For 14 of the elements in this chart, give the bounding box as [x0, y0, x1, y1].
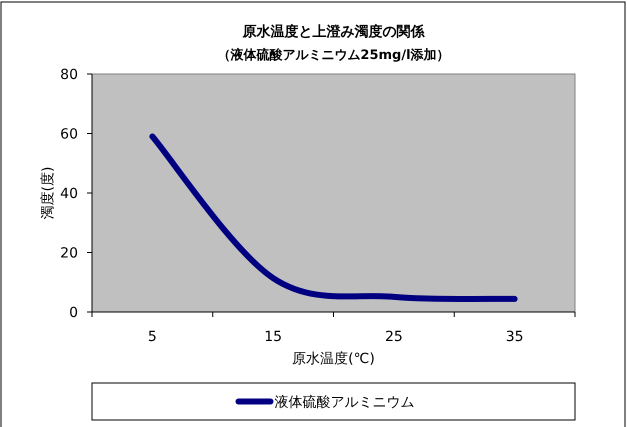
y-tick-label: 60	[60, 126, 78, 142]
chart-title: 原水温度と上澄み濁度の関係	[242, 23, 426, 40]
y-tick-label: 0	[69, 305, 78, 321]
chart-subtitle: （液体硫酸アルミニウム25mg/l添加）	[217, 47, 450, 63]
y-axis-title: 濁度(度)	[40, 166, 56, 220]
y-tick-label: 40	[60, 186, 78, 202]
x-tick-label: 35	[506, 329, 524, 345]
x-tick-label: 5	[148, 329, 157, 345]
y-tick-label: 20	[60, 246, 78, 262]
y-tick-label: 80	[60, 67, 78, 83]
x-tick-label: 15	[264, 329, 282, 345]
legend-label: 液体硫酸アルミニウム	[274, 394, 414, 410]
x-axis-title: 原水温度(℃)	[292, 351, 375, 367]
x-tick-label: 25	[384, 329, 403, 345]
